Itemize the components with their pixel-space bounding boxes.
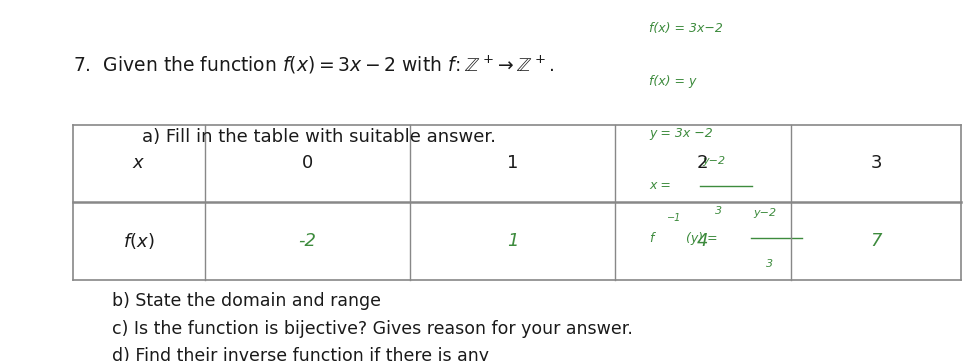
Text: 3: 3 [766,258,773,269]
Text: y−2: y−2 [703,156,726,166]
Text: f(x) = 3x−2: f(x) = 3x−2 [649,22,723,35]
Text: d) Find their inverse function if there is any: d) Find their inverse function if there … [112,347,489,361]
Text: 2: 2 [697,155,709,172]
Text: $f(x)$: $f(x)$ [123,231,155,251]
Text: −1: −1 [667,213,681,223]
Text: 7: 7 [871,232,881,250]
Text: -2: -2 [299,232,316,250]
Text: 1: 1 [507,232,518,250]
Text: y = 3x −2: y = 3x −2 [649,127,712,140]
Text: a) Fill in the table with suitable answer.: a) Fill in the table with suitable answe… [142,128,496,146]
Text: f(x) = y: f(x) = y [649,75,697,88]
Text: c) Is the function is bijective? Gives reason for your answer.: c) Is the function is bijective? Gives r… [112,319,633,338]
Text: (y) =: (y) = [686,232,722,245]
Text: 3: 3 [871,155,881,172]
Text: 3: 3 [715,206,722,216]
Text: 1: 1 [507,155,518,172]
Text: 7.  Given the function $f(x) = 3x - 2$ with $f\!:\mathbb{Z}^+\!\to\mathbb{Z}^+$.: 7. Given the function $f(x) = 3x - 2$ wi… [73,54,554,76]
Text: x =: x = [649,179,675,192]
Text: 4: 4 [697,232,709,250]
Text: y−2: y−2 [753,208,777,218]
Text: $x$: $x$ [133,155,145,172]
Text: f: f [649,232,653,245]
Text: b) State the domain and range: b) State the domain and range [112,292,382,310]
Text: 0: 0 [302,155,313,172]
